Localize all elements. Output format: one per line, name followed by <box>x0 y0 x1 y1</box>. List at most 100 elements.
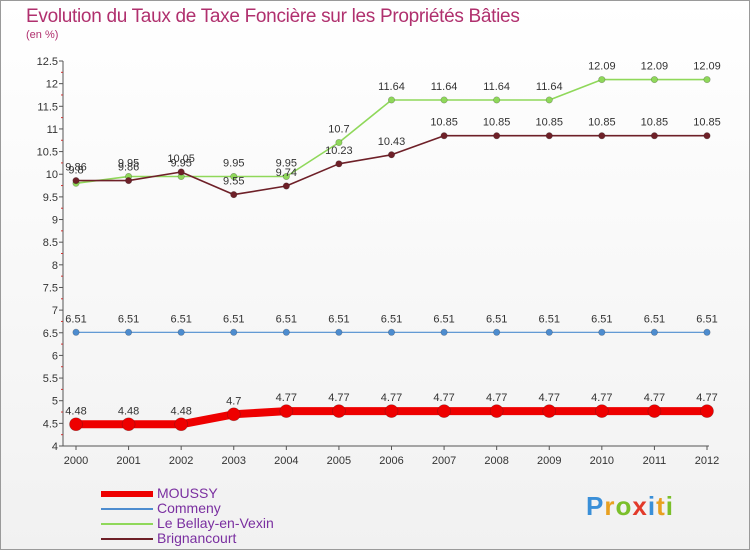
data-label: 6.51 <box>591 313 612 325</box>
data-point <box>279 404 294 418</box>
data-label: 10.85 <box>588 117 616 129</box>
data-point <box>703 132 711 140</box>
data-label: 6.51 <box>644 313 665 325</box>
data-point <box>282 182 290 190</box>
data-point <box>598 328 606 336</box>
data-point <box>282 173 290 181</box>
data-point <box>335 139 343 147</box>
y-tick-label: 5.5 <box>43 373 58 385</box>
data-point <box>545 96 553 104</box>
x-tick-label: 2012 <box>695 455 719 467</box>
data-label: 6.51 <box>118 313 139 325</box>
data-point <box>542 404 557 418</box>
data-label: 10.85 <box>535 117 563 129</box>
data-point <box>177 168 185 176</box>
data-point <box>72 177 80 185</box>
y-tick-label: 10 <box>46 169 58 181</box>
data-point <box>440 132 448 140</box>
y-tick-label: 5 <box>52 396 58 408</box>
legend-swatch <box>101 523 153 525</box>
data-point <box>650 328 658 336</box>
data-point <box>647 404 662 418</box>
legend-swatch <box>101 508 153 510</box>
y-tick-label: 7.5 <box>43 282 58 294</box>
y-tick-label: 6 <box>52 350 58 362</box>
x-tick-label: 2009 <box>537 455 561 467</box>
data-point <box>595 404 609 418</box>
data-point <box>650 76 658 84</box>
data-label: 12.09 <box>588 61 616 73</box>
data-label: 12.09 <box>641 61 669 73</box>
data-label: 9.8 <box>68 164 83 176</box>
legend-label: Le Bellay-en-Vexin <box>157 515 274 531</box>
data-label: 9.95 <box>170 158 191 170</box>
data-point <box>703 328 711 336</box>
data-point <box>335 160 343 168</box>
data-label: 4.77 <box>486 392 507 404</box>
x-tick-label: 2006 <box>379 455 403 467</box>
data-point <box>177 328 185 336</box>
data-label: 4.77 <box>591 392 612 404</box>
legend-swatch <box>101 538 153 540</box>
data-point <box>493 96 501 104</box>
data-label: 9.95 <box>223 158 244 170</box>
data-point <box>700 404 714 418</box>
data-point <box>230 173 238 181</box>
data-point <box>230 191 238 199</box>
data-label: 4.77 <box>539 392 560 404</box>
x-tick-label: 2004 <box>274 455 298 467</box>
data-label: 10.85 <box>641 117 669 129</box>
x-tick-label: 2010 <box>590 455 614 467</box>
x-tick-label: 2000 <box>64 455 88 467</box>
data-label: 6.51 <box>486 313 507 325</box>
y-tick-label: 11 <box>47 124 58 136</box>
y-tick-label: 7 <box>52 305 58 317</box>
data-label: 10.7 <box>328 124 349 136</box>
data-label: 11.64 <box>378 81 405 93</box>
data-point <box>121 417 136 432</box>
y-tick-label: 9 <box>52 215 58 227</box>
data-point <box>598 76 606 84</box>
y-tick-label: 8.5 <box>43 237 58 249</box>
x-tick-label: 2008 <box>484 455 508 467</box>
data-point <box>703 76 711 84</box>
y-tick-label: 11.5 <box>37 101 58 113</box>
data-label: 11.64 <box>536 81 563 93</box>
data-label: 10.85 <box>483 117 511 129</box>
data-point <box>387 96 395 104</box>
data-point <box>384 404 399 418</box>
x-tick-label: 2011 <box>643 455 667 467</box>
data-label: 9.55 <box>223 176 244 188</box>
data-label: 9.74 <box>276 167 297 179</box>
data-label: 4.48 <box>118 405 139 417</box>
y-tick-label: 4 <box>52 441 58 453</box>
data-label: 6.51 <box>433 313 454 325</box>
data-point <box>125 177 133 185</box>
y-tick-label: 9.5 <box>43 192 58 204</box>
data-label: 9.86 <box>118 162 139 174</box>
y-tick-label: 12.5 <box>37 56 58 68</box>
data-label: 4.7 <box>226 395 241 407</box>
data-point <box>545 132 553 140</box>
data-label: 4.48 <box>170 405 191 417</box>
data-label: 11.64 <box>431 81 458 93</box>
data-label: 4.48 <box>65 405 86 417</box>
data-label: 4.77 <box>276 392 297 404</box>
legend-label: Commeny <box>157 500 221 516</box>
data-point <box>125 328 133 336</box>
data-point <box>493 132 501 140</box>
y-tick-label: 8 <box>52 260 58 272</box>
data-label: 4.77 <box>696 392 717 404</box>
proxiti-logo: Proxiti <box>586 491 674 521</box>
x-tick-label: 2001 <box>116 455 140 467</box>
data-point <box>230 328 238 336</box>
data-label: 10.05 <box>167 153 195 165</box>
data-label: 9.86 <box>65 162 86 174</box>
data-label: 6.51 <box>223 313 244 325</box>
x-tick-label: 2003 <box>222 455 246 467</box>
data-point <box>69 417 83 432</box>
data-point <box>493 328 501 336</box>
x-tick-label: 2002 <box>169 455 193 467</box>
data-point <box>226 407 241 422</box>
data-label: 6.51 <box>381 313 402 325</box>
